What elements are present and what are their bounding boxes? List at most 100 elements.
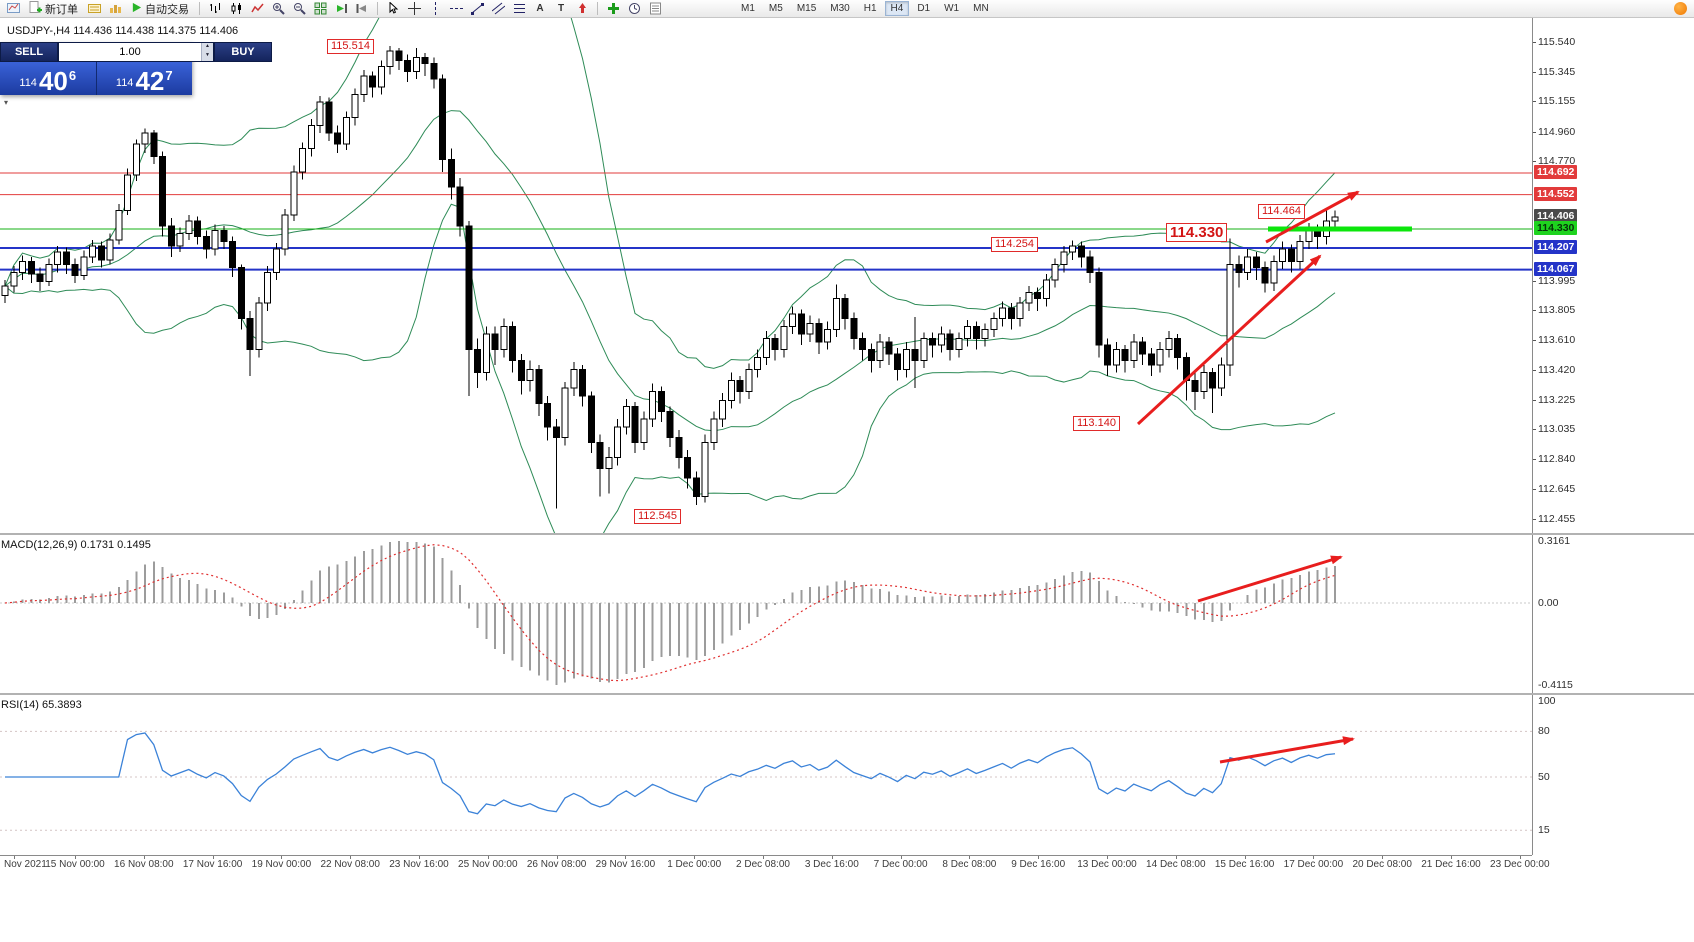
toolbar-separator <box>597 2 598 15</box>
price-callout[interactable]: 114.330 <box>1166 223 1228 242</box>
time-axis-label: 21 Dec 16:00 <box>1421 859 1481 870</box>
candlestick-chart-icon[interactable] <box>226 1 246 17</box>
periods-icon[interactable] <box>624 1 644 17</box>
text-label-icon[interactable]: T <box>557 3 565 14</box>
timeframe-h4-button[interactable]: H4 <box>884 1 910 16</box>
time-axis-label: 13 Dec 00:00 <box>1077 859 1137 870</box>
axis-price-marker: 114.067 <box>1534 261 1578 276</box>
trend-arrow[interactable] <box>1219 736 1355 764</box>
macd-pane[interactable]: MACD(12,26,9) 0.1731 0.1495 <box>0 535 1532 693</box>
channel-icon[interactable] <box>488 1 508 17</box>
axis-price-tick: 113.805 <box>1538 304 1576 317</box>
price-callout[interactable]: 114.464 <box>1258 204 1305 219</box>
price-callout[interactable]: 115.514 <box>327 39 374 54</box>
auto-trading-button[interactable]: 自动交易 <box>126 1 194 17</box>
price-callout[interactable]: 114.254 <box>991 237 1038 252</box>
vertical-line-icon[interactable] <box>425 1 445 17</box>
tile-windows-icon[interactable] <box>310 1 330 17</box>
axis-price-tick: 115.155 <box>1538 95 1576 108</box>
axis-price-tick: 114.960 <box>1538 125 1576 138</box>
time-axis-label: 25 Nov 00:00 <box>458 859 518 870</box>
volume-control: ▲ ▼ <box>58 42 214 62</box>
crosshair-icon[interactable] <box>404 1 424 17</box>
horizontal-line-icon[interactable] <box>446 1 466 17</box>
time-axis-label: 3 Dec 16:00 <box>804 859 859 870</box>
time-axis[interactable]: Nov 2021 15 Nov 00:00 16 Nov 08:00 17 Nov 1… <box>0 855 1550 872</box>
candles-layer <box>1 45 1339 509</box>
timeframe-m15-button[interactable]: M15 <box>796 3 817 14</box>
time-axis-label: 17 Nov 16:00 <box>182 859 243 870</box>
indicators-icon[interactable] <box>603 1 623 17</box>
axis-price-tick: 112.455 <box>1538 512 1576 525</box>
axis-price-marker: 114.552 <box>1534 186 1578 201</box>
price-axis[interactable]: 115.540 115.345 115.155 114.960 114.770 113.9… <box>1532 18 1694 855</box>
pane-separator[interactable] <box>0 693 1694 695</box>
time-axis-label: 8 Dec 08:00 <box>942 859 997 870</box>
main-chart-pane[interactable]: USDJPY-,H4 114.436 114.438 114.375 114.4… <box>0 18 1532 533</box>
time-axis-label: 9 Dec 16:00 <box>1011 859 1066 870</box>
axis-price-tick: 113.610 <box>1538 334 1576 347</box>
axis-price-tick: 113.225 <box>1538 393 1576 406</box>
rsi-line <box>5 732 1336 815</box>
auto-scroll-icon[interactable] <box>331 1 351 17</box>
macd-axis-tick: -0.4115 <box>1538 679 1573 691</box>
new-order-label: 新订单 <box>45 3 78 16</box>
profiles-icon[interactable] <box>84 1 104 17</box>
timeframe-w1-button[interactable]: W1 <box>944 3 960 14</box>
axis-price-tick: 112.645 <box>1538 483 1576 496</box>
rsi-axis-tick: 80 <box>1538 725 1550 738</box>
time-axis-label: 22 Nov 08:00 <box>320 859 380 870</box>
main-chart-canvas[interactable] <box>0 18 1532 533</box>
trendline-icon[interactable] <box>467 1 487 17</box>
timeframe-m5-button[interactable]: M5 <box>768 3 783 14</box>
arrows-tool-icon[interactable] <box>572 1 592 17</box>
cursor-icon[interactable] <box>383 1 403 17</box>
buy-price[interactable]: 114 42 7 <box>96 62 192 96</box>
volume-up-button[interactable]: ▲ <box>201 43 213 52</box>
pane-separator[interactable] <box>0 533 1694 535</box>
volume-down-button[interactable]: ▼ <box>201 52 213 61</box>
trend-arrow[interactable] <box>1265 190 1360 244</box>
rsi-pane[interactable]: RSI(14) 65.3893 <box>0 695 1532 855</box>
price-callout[interactable]: 113.140 <box>1073 416 1120 431</box>
sell-price[interactable]: 114 40 6 <box>0 62 97 95</box>
market-watch-icon[interactable] <box>105 1 125 17</box>
time-axis-label: 20 Dec 08:00 <box>1352 859 1412 870</box>
new-order-button[interactable]: 新订单 <box>24 0 83 17</box>
line-chart-icon[interactable] <box>247 1 267 17</box>
zoom-in-icon[interactable] <box>268 1 288 17</box>
timeframe-mn-button[interactable]: MN <box>973 3 989 14</box>
timeframe-h1-button[interactable]: H1 <box>863 3 877 14</box>
time-axis-label: 26 Nov 08:00 <box>526 859 587 870</box>
auto-trading-play-icon <box>131 2 142 16</box>
zoom-out-icon[interactable] <box>289 1 309 17</box>
volume-input[interactable] <box>59 43 201 61</box>
main-toolbar: 新订单 自动交易 A T M1 M5 M15 M30 H1 H4 D1 W1 MN <box>0 0 1694 18</box>
timeframe-m30-button[interactable]: M30 <box>830 3 850 14</box>
time-axis-label: 15 Nov 00:00 <box>45 859 105 870</box>
auto-trading-label: 自动交易 <box>145 3 189 16</box>
axis-price-marker: 114.406 <box>1534 209 1578 224</box>
chart-shift-icon[interactable] <box>352 1 372 17</box>
template-icon[interactable] <box>645 1 665 17</box>
price-callout[interactable]: 112.545 <box>634 509 681 524</box>
axis-price-tick: 112.840 <box>1538 453 1576 466</box>
timeframe-d1-button[interactable]: D1 <box>917 3 931 14</box>
fibonacci-icon[interactable] <box>509 1 529 17</box>
rsi-canvas <box>0 730 1532 831</box>
terminal-chart-icon[interactable] <box>3 1 23 17</box>
text-icon[interactable]: A <box>536 3 544 14</box>
one-click-collapse-button[interactable]: ▾ <box>4 98 9 107</box>
trend-arrow[interactable] <box>1197 555 1343 603</box>
timeframe-m1-button[interactable]: M1 <box>741 3 755 14</box>
community-icon[interactable] <box>1674 2 1687 15</box>
buy-price-pip: 7 <box>165 68 173 83</box>
buy-button[interactable]: BUY <box>214 42 272 62</box>
buy-price-big: 42 <box>135 66 165 96</box>
sell-button[interactable]: SELL <box>0 42 58 62</box>
chart-ohlc-title: USDJPY-,H4 114.436 114.438 114.375 114.4… <box>7 25 239 37</box>
bollinger-middle <box>4 110 1336 432</box>
bar-chart-icon[interactable] <box>205 1 225 17</box>
trend-arrow[interactable] <box>1136 254 1322 426</box>
